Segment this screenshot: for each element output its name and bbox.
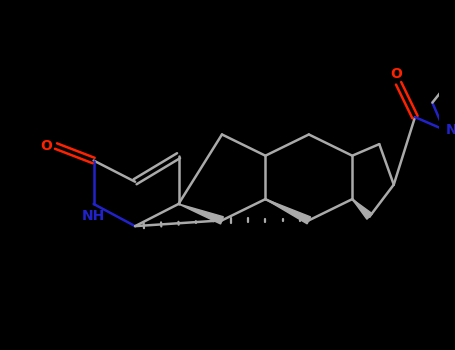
Text: O: O	[391, 68, 403, 82]
Polygon shape	[178, 204, 223, 224]
Polygon shape	[265, 199, 310, 224]
Text: O: O	[40, 139, 52, 153]
Text: N: N	[446, 122, 455, 136]
Polygon shape	[352, 199, 372, 219]
Text: NH: NH	[82, 209, 105, 223]
